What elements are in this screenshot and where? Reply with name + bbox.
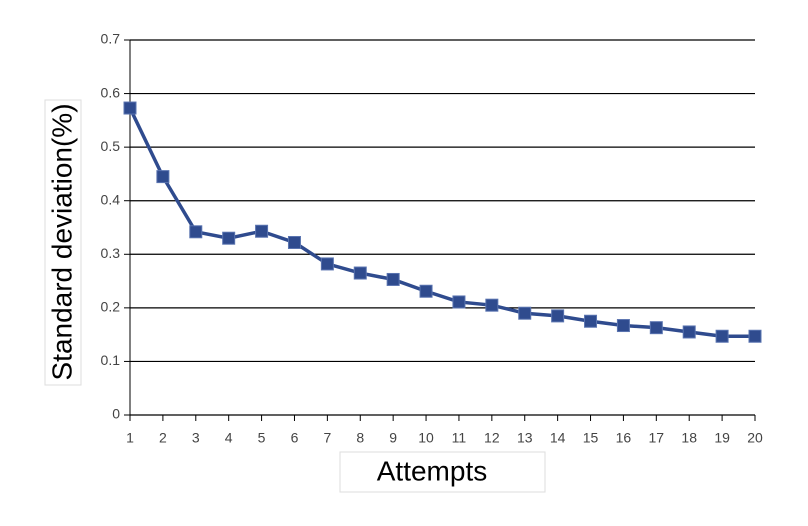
x-tick-label: 1	[126, 430, 134, 446]
marker	[649, 321, 663, 335]
marker	[287, 236, 301, 249]
y-title-box	[44, 99, 82, 386]
x-tick-label: 6	[291, 430, 299, 446]
marker	[353, 266, 367, 280]
x-tick-label: 12	[484, 430, 500, 446]
y-tick-label: 0.4	[101, 191, 121, 207]
x-tick-label: 4	[225, 430, 233, 446]
x-tick-label: 11	[452, 430, 467, 446]
marker	[386, 272, 400, 286]
x-tick-label: 18	[681, 430, 697, 446]
y-tick-label: 0.7	[101, 31, 121, 47]
marker	[518, 306, 532, 320]
marker	[682, 325, 696, 339]
x-tick-label: 10	[418, 430, 434, 446]
marker	[320, 257, 334, 271]
x-tick-label: 3	[192, 430, 200, 446]
x-tick-label: 9	[389, 430, 397, 446]
x-tick-label: 7	[323, 430, 331, 446]
x-tick-label: 8	[356, 430, 364, 446]
y-tick-label: 0.1	[101, 352, 121, 368]
x-tick-label: 15	[583, 430, 599, 446]
marker	[452, 295, 466, 309]
marker	[222, 231, 236, 245]
x-tick-label: 2	[159, 430, 167, 446]
marker	[156, 170, 170, 184]
y-tick-label: 0	[112, 406, 120, 422]
x-tick-label: 17	[649, 430, 665, 446]
marker	[485, 298, 499, 312]
x-tick-label: 20	[747, 430, 763, 446]
x-tick-label: 13	[517, 430, 533, 446]
x-axis-title: Attempts	[377, 455, 487, 486]
y-tick-label: 0.2	[101, 299, 121, 315]
marker	[715, 329, 729, 343]
y-tick-label: 0.5	[101, 138, 121, 154]
y-tick-label: 0.3	[101, 245, 121, 261]
marker	[551, 309, 565, 323]
marker	[616, 319, 630, 333]
x-tick-label: 14	[550, 430, 566, 446]
marker	[189, 225, 203, 239]
x-tick-label: 16	[616, 430, 632, 446]
y-axis-title: Standard deviation(%)	[46, 103, 77, 380]
series-line	[128, 107, 755, 338]
x-title-box	[339, 451, 546, 493]
marker	[123, 101, 137, 115]
marker	[419, 284, 433, 298]
marker	[748, 329, 762, 343]
marker	[584, 314, 598, 328]
x-tick-label: 19	[714, 430, 730, 446]
x-tick-label: 5	[258, 430, 266, 446]
y-tick-label: 0.6	[101, 84, 121, 100]
marker	[255, 224, 269, 238]
